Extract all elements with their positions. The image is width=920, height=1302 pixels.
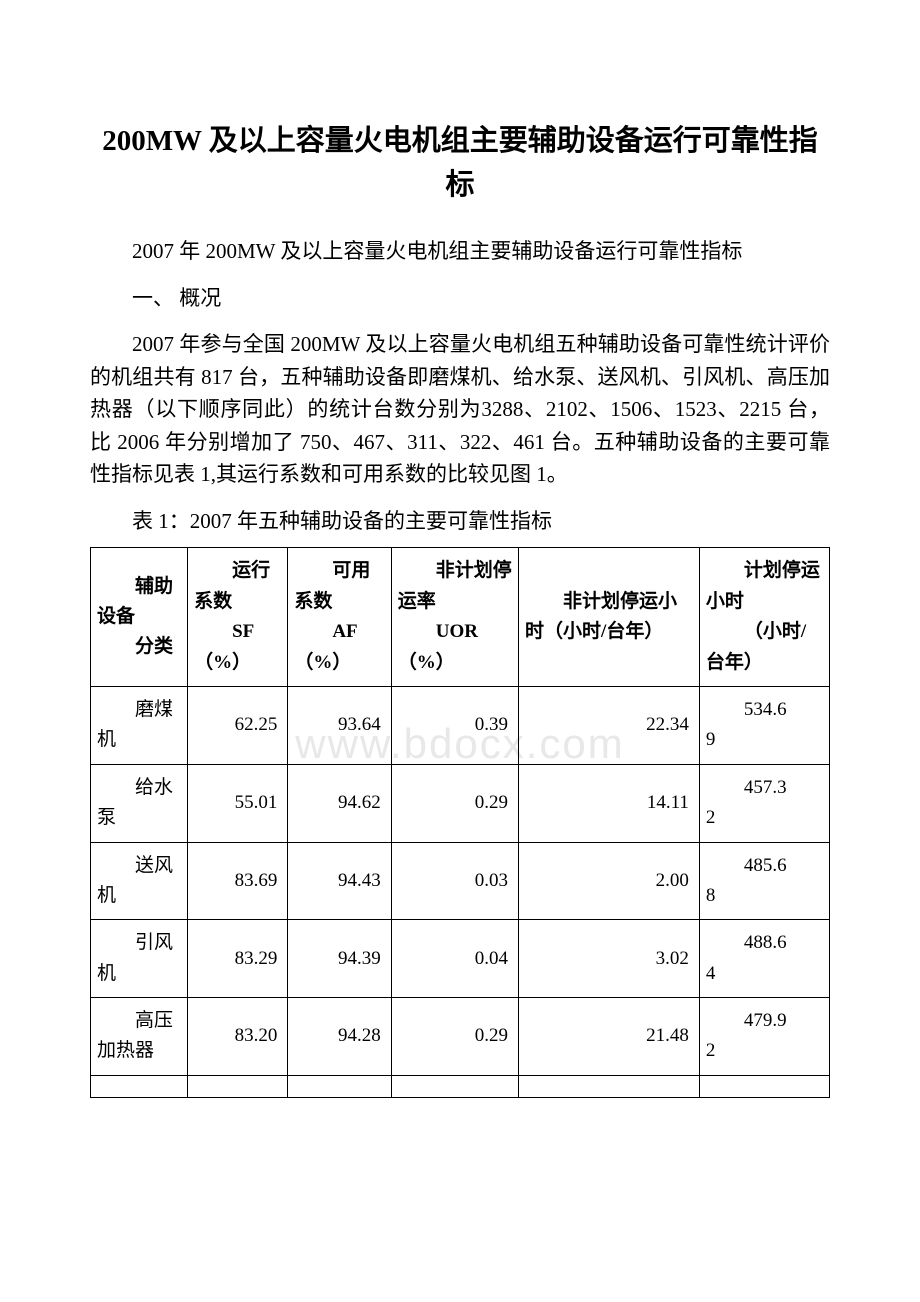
empty-cell	[288, 1075, 391, 1097]
row-uor: 0.04	[391, 920, 518, 998]
header-unplanned: 非计划停运小时（小时/台年）	[519, 548, 700, 687]
table-row: 送风机83.6994.430.032.00485.68	[91, 842, 830, 920]
row-category: 给水泵	[91, 764, 188, 842]
row-planned: 479.92	[699, 998, 829, 1076]
row-af: 94.39	[288, 920, 391, 998]
row-sf: 62.25	[188, 686, 288, 764]
header-planned: 计划停运小时 （小时/台年）	[699, 548, 829, 687]
row-uor: 0.03	[391, 842, 518, 920]
row-uor: 0.29	[391, 764, 518, 842]
header-label: 运行系数	[194, 556, 281, 617]
body-paragraph: 2007 年参与全国 200MW 及以上容量火电机组五种辅助设备可靠性统计评价的…	[90, 328, 830, 491]
header-sub: 分类	[97, 632, 181, 662]
header-sub: SF（%）	[194, 617, 281, 678]
header-sf: 运行系数 SF（%）	[188, 548, 288, 687]
empty-cell	[699, 1075, 829, 1097]
row-category: 磨煤机	[91, 686, 188, 764]
row-planned: 457.32	[699, 764, 829, 842]
row-category: 引风机	[91, 920, 188, 998]
row-unplanned: 22.34	[519, 686, 700, 764]
table-header-row: 辅助设备 分类 运行系数 SF（%） 可用系数 AF（%） 非计划停运率 UOR…	[91, 548, 830, 687]
row-af: 94.28	[288, 998, 391, 1076]
header-label: 辅助设备	[97, 572, 181, 633]
row-unplanned: 2.00	[519, 842, 700, 920]
row-category: 高压加热器	[91, 998, 188, 1076]
row-sf: 55.01	[188, 764, 288, 842]
row-unplanned: 14.11	[519, 764, 700, 842]
row-af: 93.64	[288, 686, 391, 764]
table-row: 磨煤机62.2593.640.3922.34534.69	[91, 686, 830, 764]
header-uor: 非计划停运率 UOR（%）	[391, 548, 518, 687]
header-label: 非计划停运小时（小时/台年）	[525, 587, 693, 648]
section-heading: 一、 概况	[90, 282, 830, 315]
header-label: 可用系数	[294, 556, 384, 617]
row-planned: 488.64	[699, 920, 829, 998]
subtitle-paragraph: 2007 年 200MW 及以上容量火电机组主要辅助设备运行可靠性指标	[90, 235, 830, 268]
page-title: 200MW 及以上容量火电机组主要辅助设备运行可靠性指标	[90, 120, 830, 207]
empty-cell	[188, 1075, 288, 1097]
row-sf: 83.69	[188, 842, 288, 920]
table-row-empty	[91, 1075, 830, 1097]
table-row: 高压加热器83.2094.280.2921.48479.92	[91, 998, 830, 1076]
header-label: 非计划停运率	[398, 556, 512, 617]
reliability-table: 辅助设备 分类 运行系数 SF（%） 可用系数 AF（%） 非计划停运率 UOR…	[90, 547, 830, 1097]
header-label: 计划停运小时	[706, 556, 823, 617]
header-af: 可用系数 AF（%）	[288, 548, 391, 687]
header-sub: UOR（%）	[398, 617, 512, 678]
row-category: 送风机	[91, 842, 188, 920]
header-sub: （小时/台年）	[706, 617, 823, 678]
empty-cell	[391, 1075, 518, 1097]
row-unplanned: 3.02	[519, 920, 700, 998]
row-sf: 83.20	[188, 998, 288, 1076]
empty-cell	[91, 1075, 188, 1097]
row-uor: 0.29	[391, 998, 518, 1076]
row-af: 94.43	[288, 842, 391, 920]
table-row: 给水泵55.0194.620.2914.11457.32	[91, 764, 830, 842]
row-sf: 83.29	[188, 920, 288, 998]
table-caption: 表 1：2007 年五种辅助设备的主要可靠性指标	[90, 505, 830, 538]
header-sub: AF（%）	[294, 617, 384, 678]
empty-cell	[519, 1075, 700, 1097]
row-af: 94.62	[288, 764, 391, 842]
row-planned: 485.68	[699, 842, 829, 920]
row-uor: 0.39	[391, 686, 518, 764]
header-category: 辅助设备 分类	[91, 548, 188, 687]
table-row: 引风机83.2994.390.043.02488.64	[91, 920, 830, 998]
row-planned: 534.69	[699, 686, 829, 764]
row-unplanned: 21.48	[519, 998, 700, 1076]
